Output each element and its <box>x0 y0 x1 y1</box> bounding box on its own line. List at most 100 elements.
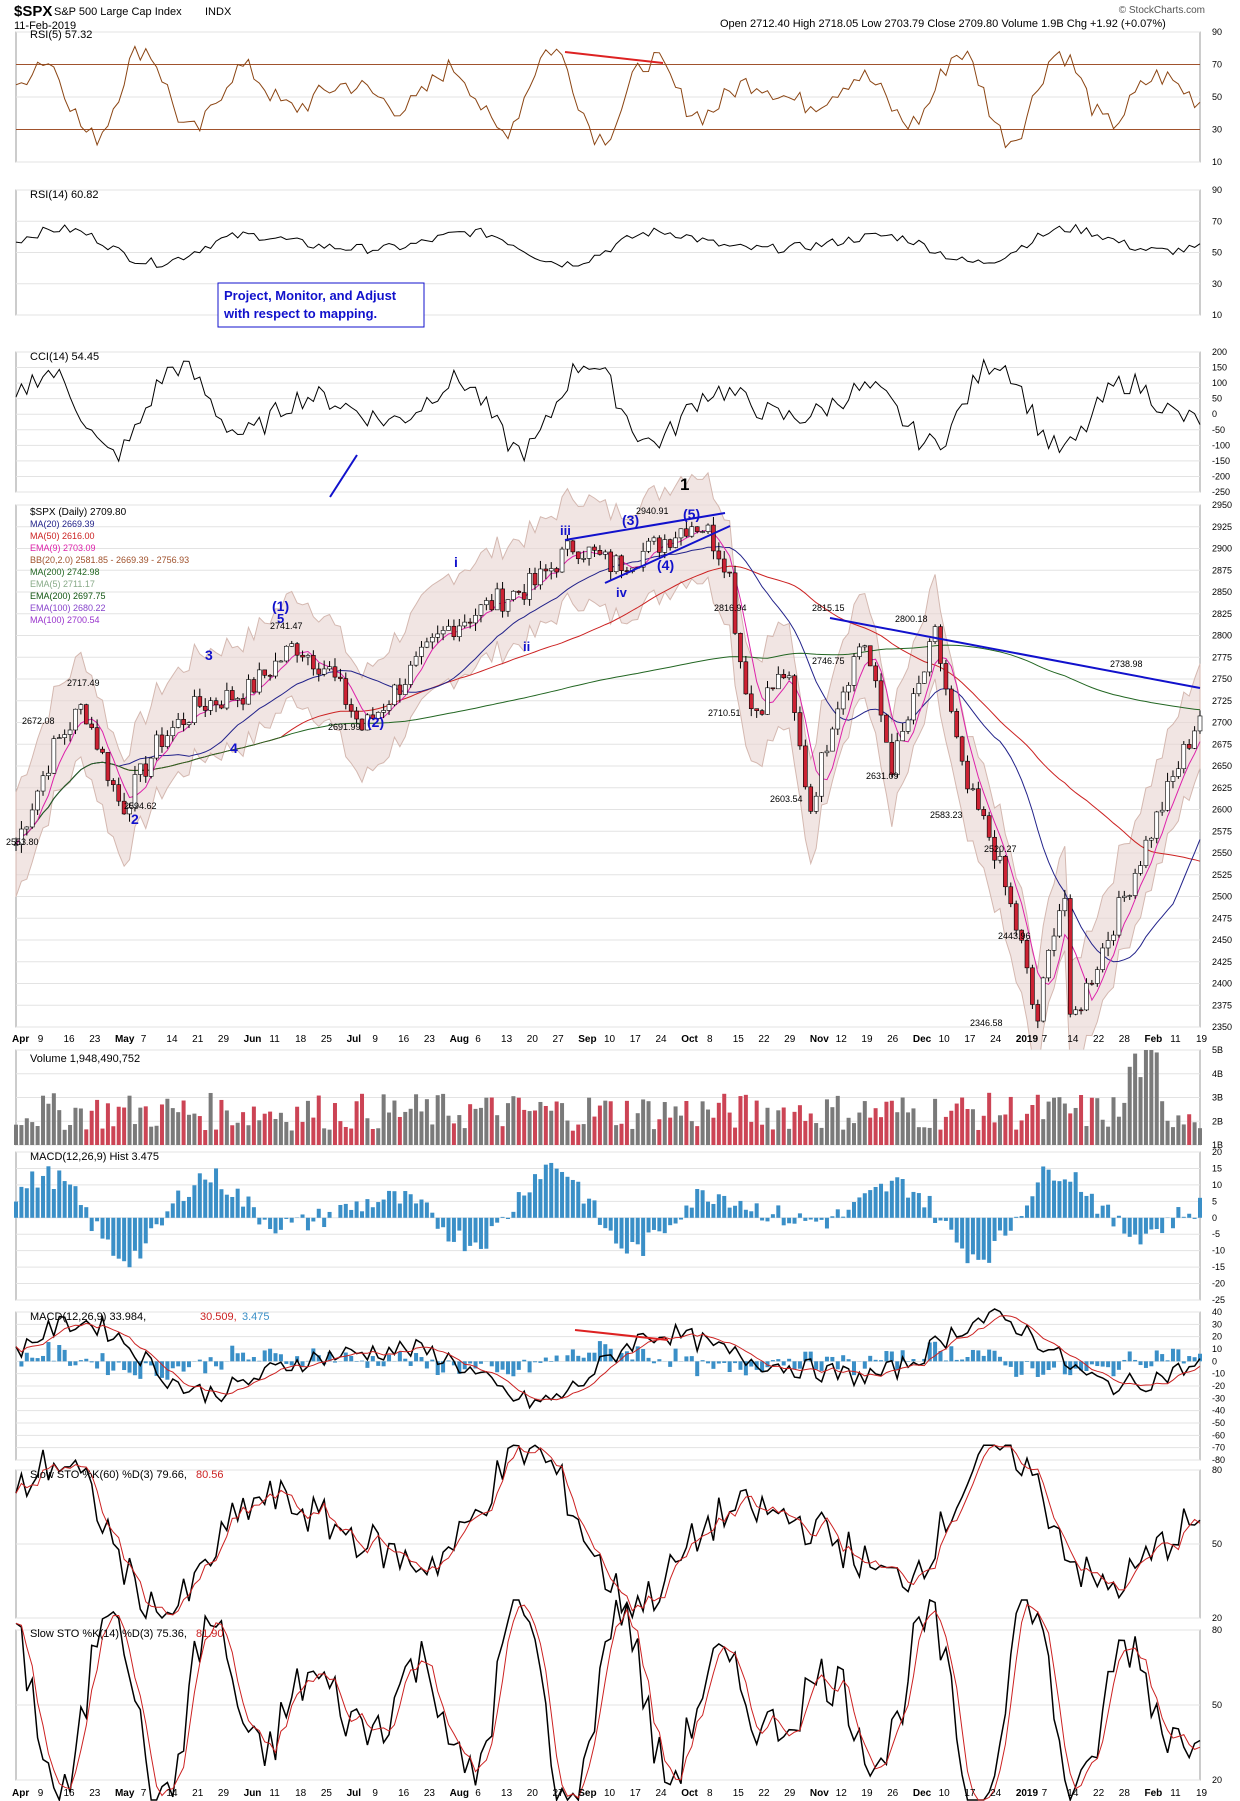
axis-tick-label: 90 <box>1212 27 1222 37</box>
volume-bar <box>581 1124 586 1145</box>
candle-body <box>321 668 327 675</box>
chart-header: $SPX S&P 500 Large Cap Index INDX 11-Feb… <box>14 3 1205 32</box>
macd-hist-bar <box>933 1217 938 1223</box>
axis-tick-label: 2475 <box>1212 913 1232 923</box>
macd-hist-bar <box>1030 1361 1035 1369</box>
macd-hist-bar <box>787 1217 792 1224</box>
macd-hist-bar <box>127 1217 132 1268</box>
axis-tick-label: 2675 <box>1212 739 1232 749</box>
macd-hist-bar <box>1127 1217 1132 1237</box>
volume-bar <box>57 1110 62 1145</box>
price-callout: 2816.94 <box>714 603 747 613</box>
volume-bar <box>614 1125 619 1145</box>
axis-tick-label: 50 <box>1212 394 1222 404</box>
macd-hist-bar <box>197 1173 202 1218</box>
macd-hist-bar <box>619 1217 624 1249</box>
candle-body <box>516 590 522 593</box>
macd-hist-bar <box>500 1361 505 1370</box>
macd-hist-bar <box>1062 1361 1067 1375</box>
macd-hist-bar <box>954 1217 959 1243</box>
candle-body <box>83 704 89 725</box>
volume-bar <box>62 1129 67 1145</box>
macd-hist-bar <box>251 1357 256 1362</box>
x-tick-label: Jul <box>347 1788 362 1799</box>
volume-bar <box>154 1125 159 1145</box>
macd-hist-bar <box>181 1200 186 1218</box>
candle-body <box>386 704 392 711</box>
macd-hist-bar <box>533 1174 538 1218</box>
axis-tick-label: 30 <box>1212 125 1222 135</box>
volume-bar <box>668 1117 673 1145</box>
candle-body <box>1165 781 1170 811</box>
x-tick-label: 11 <box>1170 1034 1181 1045</box>
candle-body <box>300 654 305 658</box>
macd-hist-bar <box>1046 1169 1051 1218</box>
x-tick-label: 22 <box>1093 1034 1105 1045</box>
volume-bar <box>657 1119 662 1145</box>
candle-body <box>224 690 230 709</box>
axis-tick-label: 50 <box>1212 248 1222 258</box>
macd-hist-bar <box>1024 1361 1029 1362</box>
macd-hist-bar <box>159 1361 164 1378</box>
macd-hist-bar <box>1111 1217 1116 1227</box>
candle-body <box>1094 969 1100 984</box>
candle-body <box>267 674 273 677</box>
macd-hist-bar <box>992 1217 997 1241</box>
candle-body <box>743 661 749 695</box>
wave-label: (2) <box>367 714 384 730</box>
candle-body <box>1138 865 1143 874</box>
axis-tick-label: -100 <box>1212 440 1230 450</box>
macd-hist-bar <box>765 1217 770 1222</box>
macd-hist-bar <box>889 1351 894 1362</box>
x-tick-label: 16 <box>398 1034 410 1045</box>
macd-hist-bar <box>1079 1361 1084 1371</box>
candle-body <box>1100 947 1105 970</box>
axis-tick-label: 10 <box>1212 1180 1222 1190</box>
macd-hist-bar <box>738 1361 743 1370</box>
x-tick-label: Nov <box>810 1034 829 1045</box>
rsi14-label: RSI(14) 60.82 <box>30 189 98 201</box>
axis-tick-label: 2425 <box>1212 957 1232 967</box>
volume-bar <box>30 1122 35 1145</box>
volume-bar <box>857 1112 862 1145</box>
candle-body <box>1192 730 1197 749</box>
candle-body <box>511 590 516 600</box>
candle-body <box>73 708 78 731</box>
x-axis-bottom: Apr 9 16 23 May 7 14 21 29 Jun 11 18 25 Jul 9 16 23 Aug 6 1… <box>12 1788 1208 1799</box>
candle-body <box>1127 895 1133 897</box>
macd-hist-bar <box>1149 1217 1154 1230</box>
sto14-label-a: Slow STO %K(14) %D(3) 75.36, <box>30 1628 187 1640</box>
candle-body <box>202 705 208 711</box>
macd-hist-bar <box>727 1361 732 1373</box>
volume-bar <box>489 1097 494 1145</box>
candle-body <box>1003 856 1008 888</box>
volume-bar <box>592 1116 597 1145</box>
x-tick-label: 9 <box>38 1034 44 1045</box>
macd-hist-bar <box>760 1361 765 1373</box>
candle-body <box>46 772 51 777</box>
macd-hist-bar <box>673 1348 678 1362</box>
macd-hist-bar <box>511 1361 516 1377</box>
macd-hist-bar <box>89 1217 94 1232</box>
volume-bar <box>284 1121 289 1145</box>
volume-bar <box>760 1124 765 1145</box>
candle-body <box>273 660 278 677</box>
macd-hist-bar <box>230 1345 235 1362</box>
macd-hist-bar <box>154 1217 159 1225</box>
macd-hist-bar <box>819 1361 824 1371</box>
candle-body <box>678 528 684 539</box>
candle-body <box>894 740 900 775</box>
macd-hist-bar <box>300 1361 305 1367</box>
macd-label-c: 3.475 <box>242 1311 270 1323</box>
volume-bar <box>192 1113 197 1145</box>
macd-hist-bar <box>1003 1361 1008 1366</box>
candle-body <box>500 588 505 612</box>
candle-body <box>716 550 722 560</box>
candle-body <box>19 828 24 845</box>
axis-tick-label: 15 <box>1212 1163 1222 1173</box>
candle-body <box>278 660 284 663</box>
macd-hist-bar <box>1198 1197 1202 1218</box>
macd-hist-bar <box>1122 1217 1127 1234</box>
candle-body <box>862 645 868 648</box>
macd-hist-bar <box>614 1217 619 1244</box>
